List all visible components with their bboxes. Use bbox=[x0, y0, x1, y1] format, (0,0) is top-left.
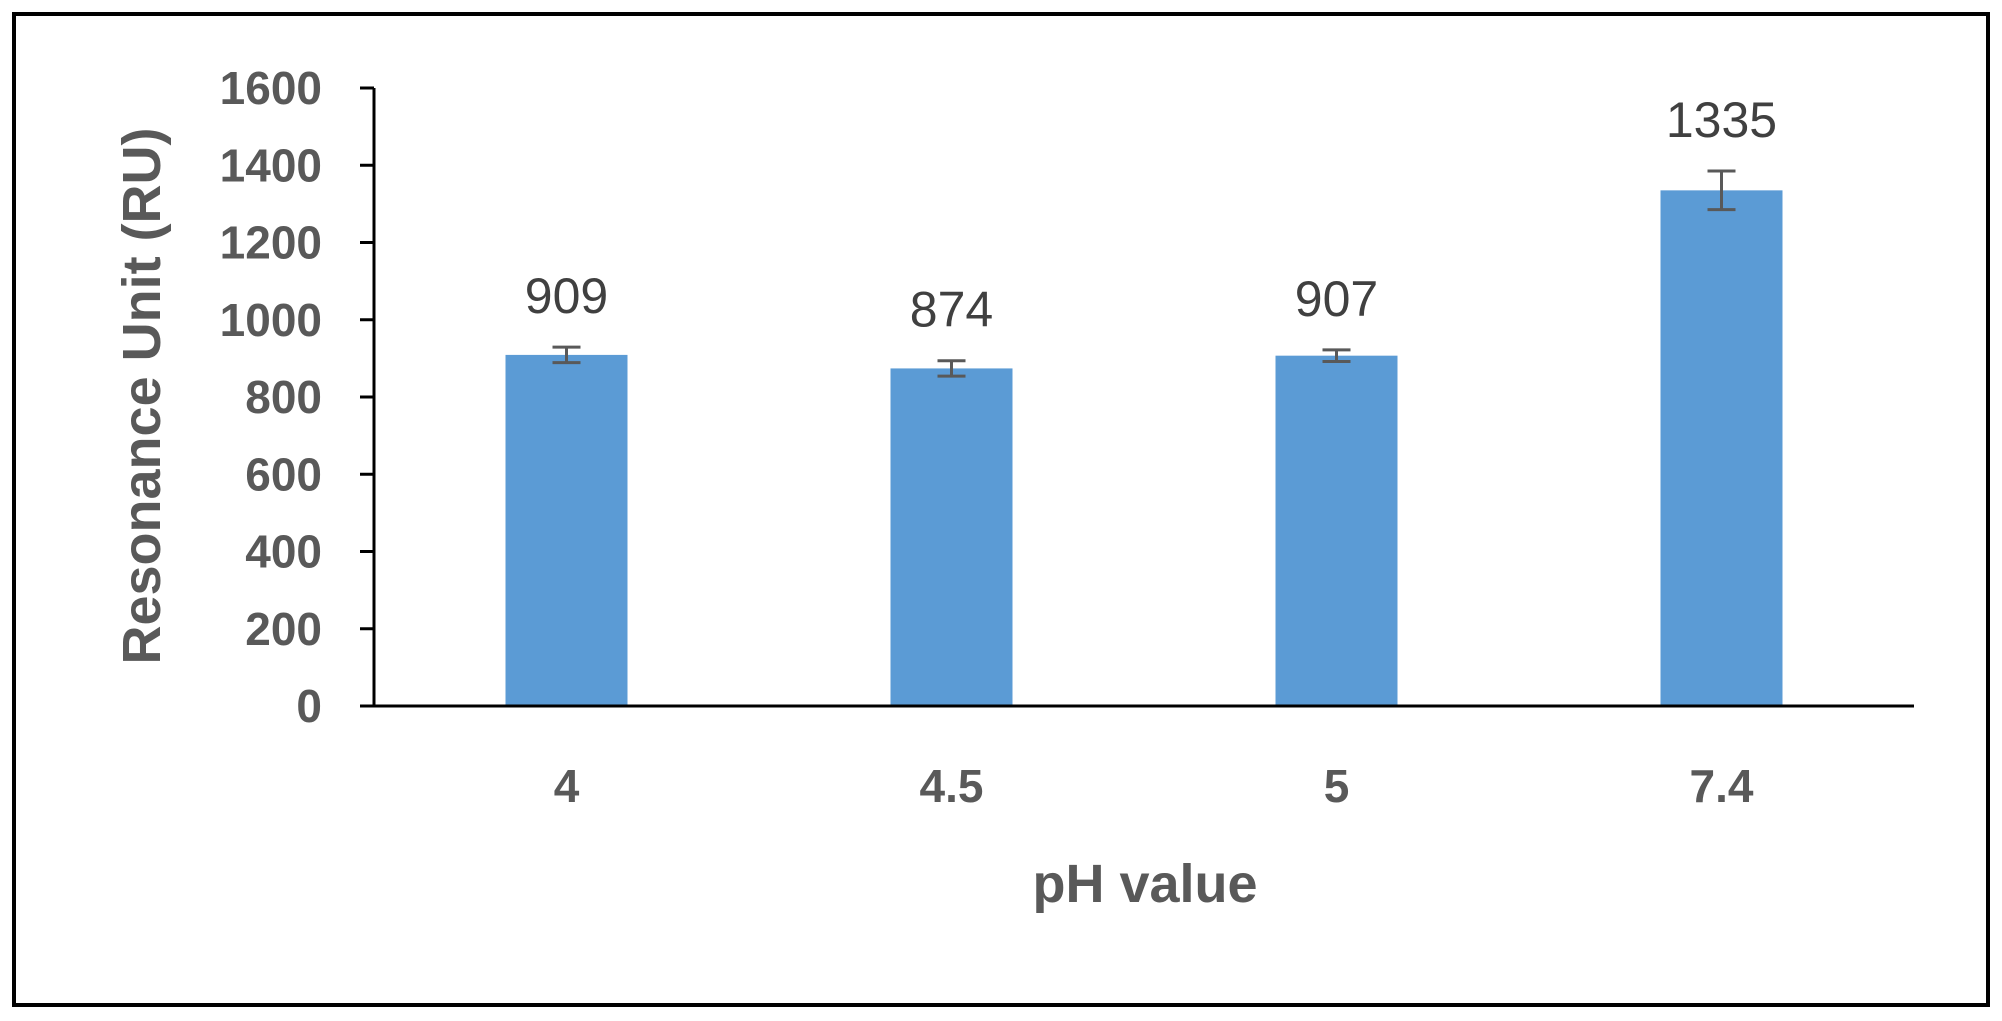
data-labels-layer: 909 874 907 1335 bbox=[525, 92, 1777, 338]
x-axis-title: pH value bbox=[1032, 854, 1257, 914]
y-tick-label: 0 bbox=[296, 680, 322, 732]
y-ticks-layer: 0 200 400 600 800 1000 1200 1400 1600 bbox=[220, 62, 374, 732]
x-tick-label: 5 bbox=[1324, 760, 1350, 812]
bar bbox=[505, 354, 628, 706]
data-label: 1335 bbox=[1666, 92, 1777, 148]
x-tick-label: 7.4 bbox=[1690, 760, 1754, 812]
y-tick-label: 800 bbox=[245, 371, 322, 423]
error-bar bbox=[552, 345, 581, 365]
error-bar bbox=[1322, 348, 1351, 363]
bars-layer bbox=[505, 190, 1783, 706]
y-tick-label: 200 bbox=[245, 603, 322, 655]
x-tick-label: 4.5 bbox=[920, 760, 984, 812]
y-axis-title: Resonance Unit (RU) bbox=[112, 127, 172, 664]
y-tick-label: 600 bbox=[245, 448, 322, 500]
data-label: 874 bbox=[910, 282, 993, 338]
x-tick-label: 4 bbox=[554, 760, 580, 812]
error-bars-layer bbox=[552, 169, 1736, 378]
bar bbox=[890, 368, 1013, 706]
data-label: 909 bbox=[525, 268, 608, 324]
y-tick-label: 1400 bbox=[220, 139, 322, 191]
y-tick-label: 400 bbox=[245, 526, 322, 578]
data-label: 907 bbox=[1295, 271, 1378, 327]
bar bbox=[1660, 190, 1783, 706]
error-bar bbox=[1707, 169, 1736, 212]
y-tick-label: 1000 bbox=[220, 294, 322, 346]
bar bbox=[1275, 355, 1398, 706]
y-tick-label: 1200 bbox=[220, 217, 322, 269]
x-ticks-layer: 4 4.5 5 7.4 bbox=[554, 760, 1754, 812]
y-tick-label: 1600 bbox=[220, 62, 322, 114]
error-bar bbox=[937, 359, 966, 378]
